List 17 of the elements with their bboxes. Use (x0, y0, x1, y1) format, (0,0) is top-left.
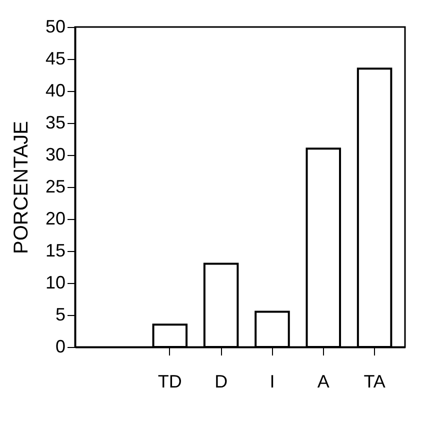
y-tick-label: 35 (45, 112, 66, 132)
y-tick-label: 30 (45, 144, 66, 164)
y-tick-label: 50 (45, 16, 66, 36)
y-tick-label: 15 (45, 240, 66, 260)
x-tick-label: TD (158, 372, 182, 392)
y-tick-label: 0 (55, 336, 66, 356)
y-axis-title: PORCENTAJE (10, 121, 32, 254)
y-tick-label: 45 (45, 48, 66, 68)
x-tick-label: A (317, 372, 330, 392)
x-tick-label: I (270, 372, 275, 392)
y-tick-label: 25 (45, 176, 66, 196)
x-tick-label: D (214, 372, 228, 392)
y-tick-label: 40 (45, 80, 66, 100)
x-tick-label: TA (364, 372, 386, 392)
y-tick-label: 5 (55, 304, 66, 324)
y-tick-label: 20 (45, 208, 66, 228)
y-tick-label: 10 (45, 272, 66, 292)
